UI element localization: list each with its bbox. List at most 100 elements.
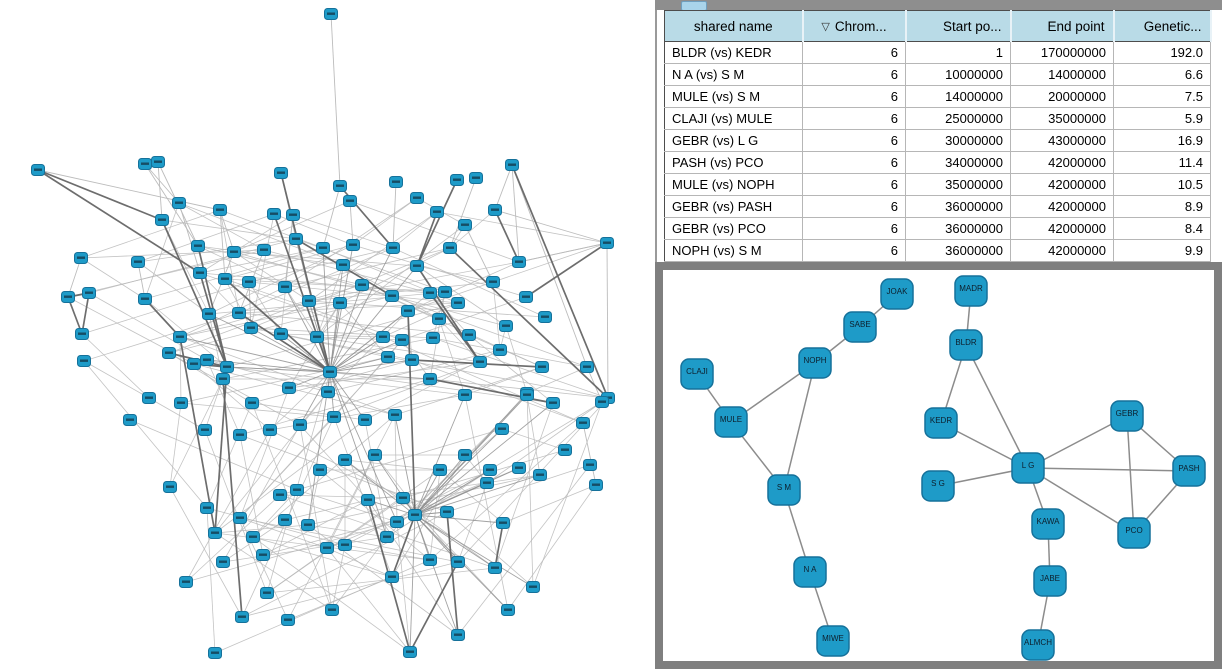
network-node[interactable] [438, 286, 452, 298]
network-node[interactable] [260, 587, 274, 599]
network-node[interactable] [213, 204, 227, 216]
column-header-genetic-[interactable]: Genetic... [1113, 10, 1212, 42]
network-node[interactable] [246, 531, 260, 543]
network-node[interactable] [346, 239, 360, 251]
table-cell[interactable]: 6.6 [1113, 63, 1211, 86]
network-node[interactable] [595, 396, 609, 408]
network-node[interactable] [163, 481, 177, 493]
network-node-n-a[interactable]: N A [793, 556, 827, 588]
network-node[interactable] [495, 423, 509, 435]
network-node[interactable] [401, 305, 415, 317]
table-row[interactable]: NOPH (vs) S M 6 36000000 42000000 9.9 [664, 239, 1211, 262]
network-node[interactable] [388, 409, 402, 421]
network-node[interactable] [333, 297, 347, 309]
table-cell[interactable]: 36000000 [905, 195, 1011, 218]
table-cell[interactable]: 6 [802, 85, 906, 108]
network-node[interactable] [451, 556, 465, 568]
table-row[interactable]: CLAJI (vs) MULE 6 25000000 35000000 5.9 [664, 107, 1211, 130]
table-cell[interactable]: GEBR (vs) L G [664, 129, 803, 152]
network-node[interactable] [376, 331, 390, 343]
main-network-panel[interactable] [0, 0, 655, 669]
network-node[interactable] [480, 477, 494, 489]
network-node[interactable] [385, 290, 399, 302]
network-node[interactable] [200, 354, 214, 366]
table-cell[interactable]: NOPH (vs) S M [664, 239, 803, 262]
main-network-canvas[interactable] [0, 0, 655, 669]
network-node[interactable] [395, 334, 409, 346]
table-cell[interactable]: 35000000 [1010, 107, 1114, 130]
network-node[interactable] [233, 429, 247, 441]
table-cell[interactable]: 42000000 [1010, 239, 1114, 262]
network-node[interactable] [358, 414, 372, 426]
table-cell[interactable]: PASH (vs) PCO [664, 151, 803, 174]
network-node[interactable] [320, 542, 334, 554]
table-cell[interactable]: 5.9 [1113, 107, 1211, 130]
network-node[interactable] [293, 419, 307, 431]
table-cell[interactable]: 6 [802, 195, 906, 218]
network-node[interactable] [301, 519, 315, 531]
network-node[interactable] [281, 614, 295, 626]
network-node[interactable] [232, 307, 246, 319]
network-node[interactable] [432, 313, 446, 325]
network-node[interactable] [245, 397, 259, 409]
network-node[interactable] [433, 464, 447, 476]
network-node-almch[interactable]: ALMCH [1021, 629, 1055, 661]
network-node-l-g[interactable]: L G [1011, 452, 1045, 484]
network-node[interactable] [380, 531, 394, 543]
table-cell[interactable]: 6 [802, 63, 906, 86]
network-node[interactable] [82, 287, 96, 299]
network-node[interactable] [278, 281, 292, 293]
table-cell[interactable]: 42000000 [1010, 173, 1114, 196]
network-node[interactable] [321, 386, 335, 398]
network-node[interactable] [227, 246, 241, 258]
network-node[interactable] [61, 291, 75, 303]
network-node[interactable] [451, 297, 465, 309]
network-node[interactable] [408, 509, 422, 521]
network-node-kawa[interactable]: KAWA [1031, 508, 1065, 540]
network-node[interactable] [273, 489, 287, 501]
network-node[interactable] [242, 276, 256, 288]
network-node[interactable] [208, 527, 222, 539]
network-node[interactable] [267, 208, 281, 220]
network-node[interactable] [423, 287, 437, 299]
table-cell[interactable]: 9.9 [1113, 239, 1211, 262]
network-node[interactable] [496, 517, 510, 529]
table-cell[interactable]: 42000000 [1010, 217, 1114, 240]
network-node[interactable] [462, 329, 476, 341]
network-node[interactable] [313, 464, 327, 476]
network-node-pash[interactable]: PASH [1172, 455, 1206, 487]
network-node[interactable] [316, 242, 330, 254]
network-node-s-g[interactable]: S G [921, 470, 955, 502]
network-node[interactable] [172, 197, 186, 209]
network-node[interactable] [583, 459, 597, 471]
sub-network-view[interactable]: JOAK SABE NOPH CLAJI MULE S M N A MIWE MADR BLDR K… [663, 270, 1214, 661]
network-node[interactable] [486, 276, 500, 288]
table-cell[interactable]: GEBR (vs) PASH [664, 195, 803, 218]
network-node[interactable] [458, 389, 472, 401]
table-cell[interactable]: BLDR (vs) KEDR [664, 41, 803, 64]
network-node-mule[interactable]: MULE [714, 406, 748, 438]
network-node-claji[interactable]: CLAJI [680, 358, 714, 390]
table-cell[interactable]: 6 [802, 217, 906, 240]
network-node[interactable] [216, 373, 230, 385]
network-node[interactable] [193, 267, 207, 279]
network-node[interactable] [451, 629, 465, 641]
table-cell[interactable]: 8.4 [1113, 217, 1211, 240]
network-node[interactable] [263, 424, 277, 436]
network-node[interactable] [343, 195, 357, 207]
network-node[interactable] [218, 273, 232, 285]
network-node[interactable] [138, 293, 152, 305]
network-node-bldr[interactable]: BLDR [949, 329, 983, 361]
network-node[interactable] [381, 351, 395, 363]
network-node[interactable] [505, 159, 519, 171]
column-header-end-point[interactable]: End point [1010, 10, 1115, 42]
network-node[interactable] [368, 449, 382, 461]
network-node[interactable] [512, 462, 526, 474]
network-node[interactable] [493, 344, 507, 356]
network-node[interactable] [138, 158, 152, 170]
column-header-chrom-[interactable]: ▽ Chrom... [802, 10, 907, 42]
network-node[interactable] [440, 506, 454, 518]
table-cell[interactable]: 20000000 [1010, 85, 1114, 108]
network-node[interactable] [123, 414, 137, 426]
